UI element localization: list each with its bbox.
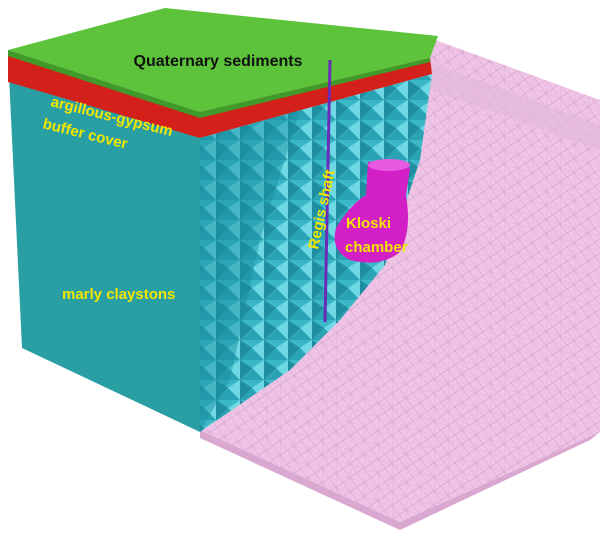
label-chamber-1: Kloski bbox=[346, 215, 391, 232]
top-face bbox=[8, 8, 438, 112]
red-layer bbox=[8, 56, 432, 138]
chamber-top bbox=[368, 159, 410, 171]
label-chamber-2: chamber bbox=[345, 239, 408, 256]
left-face bbox=[8, 55, 200, 432]
label-marly: marly claystons bbox=[62, 286, 175, 303]
kloski-chamber bbox=[334, 160, 410, 263]
cut-shade bbox=[200, 110, 300, 432]
pink-mesh bbox=[200, 38, 600, 522]
regis-shaft bbox=[323, 59, 332, 323]
label-quaternary: Quaternary sediments bbox=[134, 53, 303, 70]
pink-top-band bbox=[425, 62, 600, 150]
